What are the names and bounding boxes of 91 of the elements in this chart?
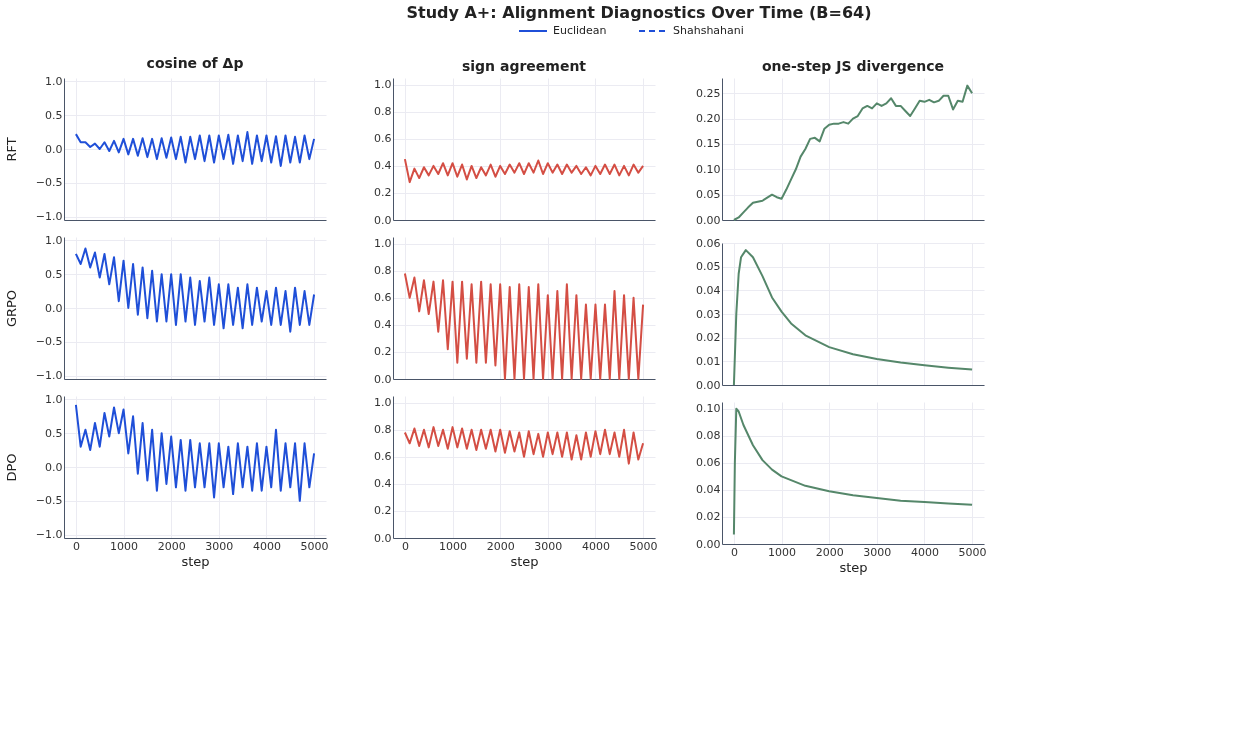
y-axis-title: DPO xyxy=(3,453,19,482)
x-tick-label: 4000 xyxy=(581,539,610,553)
x-tick-label: 4000 xyxy=(252,539,281,553)
x-tick-label: 0 xyxy=(730,545,738,559)
line-series xyxy=(74,403,316,502)
y-tick-label: −0.5 xyxy=(35,335,63,349)
line-series xyxy=(732,249,974,386)
y-tick-label: 0.5 xyxy=(45,108,63,122)
line-series xyxy=(74,131,316,167)
y-tick-label: 0.05 xyxy=(696,188,721,202)
x-tick-label: 2000 xyxy=(157,539,186,553)
y-tick-label: 0.20 xyxy=(696,112,721,126)
x-tick-label: 3000 xyxy=(205,539,234,553)
y-tick-label: 0.6 xyxy=(374,291,392,305)
y-tick-label: −1.0 xyxy=(35,210,63,224)
y-tick-label: −0.5 xyxy=(35,494,63,508)
y-tick-label: 0.02 xyxy=(696,331,721,345)
y-tick-label: −0.5 xyxy=(35,176,63,190)
x-axis-title: step xyxy=(181,553,210,569)
chart-title: cosine of Δp xyxy=(146,55,244,72)
x-axis-title: step xyxy=(510,553,539,569)
y-tick-label: 0.6 xyxy=(374,450,392,464)
y-tick-label: 0.00 xyxy=(696,213,721,227)
y-tick-label: 0.05 xyxy=(696,260,721,274)
y-tick-label: 0.06 xyxy=(696,456,721,470)
line-series xyxy=(732,84,974,221)
x-tick-label: 3000 xyxy=(863,545,892,559)
x-tick-label: 5000 xyxy=(958,545,987,559)
x-tick-label: 2000 xyxy=(486,539,515,553)
y-tick-label: 0.0 xyxy=(374,213,392,227)
x-tick-label: 4000 xyxy=(910,545,939,559)
chart-title: sign agreement xyxy=(461,58,587,74)
y-tick-label: 0.5 xyxy=(45,267,63,281)
y-tick-label: 0.00 xyxy=(696,537,721,551)
x-tick-label: 5000 xyxy=(300,539,329,553)
y-tick-label: 0.0 xyxy=(374,531,392,545)
x-tick-label: 1000 xyxy=(110,539,139,553)
y-tick-label: −1.0 xyxy=(35,528,63,542)
y-tick-label: 1.0 xyxy=(374,78,392,92)
legend-label: Euclidean xyxy=(553,24,607,37)
y-tick-label: 0.0 xyxy=(45,142,63,156)
y-tick-label: 1.0 xyxy=(45,74,63,88)
chart-title: one-step JS divergence xyxy=(761,58,945,74)
y-tick-label: 0.6 xyxy=(374,132,392,146)
y-tick-label: 0.15 xyxy=(696,137,721,151)
y-tick-label: 0.2 xyxy=(374,345,392,359)
x-tick-label: 0 xyxy=(401,539,409,553)
text: Study A+: Alignment Diagnostics Over Time (B=64) xyxy=(406,3,872,22)
y-tick-label: 0.03 xyxy=(696,307,721,321)
y-tick-label: 1.0 xyxy=(45,233,63,247)
y-tick-label: 0.04 xyxy=(696,283,721,297)
line-series xyxy=(403,158,645,184)
y-tick-label: 0.8 xyxy=(374,105,392,119)
y-tick-label: 0.06 xyxy=(696,236,721,250)
y-tick-label: 0.10 xyxy=(696,162,721,176)
y-tick-label: 0.8 xyxy=(374,264,392,278)
y-tick-label: 0.00 xyxy=(696,378,721,392)
y-tick-label: 0.04 xyxy=(696,483,721,497)
x-tick-label: 0 xyxy=(72,539,80,553)
y-tick-label: 1.0 xyxy=(45,392,63,406)
y-tick-label: 0.2 xyxy=(374,186,392,200)
y-tick-label: 0.4 xyxy=(374,159,392,173)
legend-label: Shahshahani xyxy=(673,24,744,37)
y-tick-label: 0.4 xyxy=(374,318,392,332)
y-tick-label: 0.0 xyxy=(45,301,63,315)
y-axis-title: GRPO xyxy=(3,289,19,328)
line-series xyxy=(74,247,316,333)
y-tick-label: 0.08 xyxy=(696,429,721,443)
y-tick-label: 0.01 xyxy=(696,354,721,368)
x-axis-title: step xyxy=(839,559,868,575)
y-tick-label: 0.8 xyxy=(374,423,392,437)
line-series xyxy=(403,426,645,465)
x-tick-label: 5000 xyxy=(629,539,658,553)
line-series xyxy=(403,272,645,380)
y-tick-label: 0.25 xyxy=(696,86,721,100)
y-tick-label: 0.5 xyxy=(45,426,63,440)
y-axis-title: RFT xyxy=(3,137,19,162)
line-series xyxy=(732,407,974,536)
y-tick-label: 0.4 xyxy=(374,477,392,491)
y-tick-label: 1.0 xyxy=(374,396,392,410)
y-tick-label: 0.0 xyxy=(374,372,392,386)
y-tick-label: 0.2 xyxy=(374,504,392,518)
x-tick-label: 1000 xyxy=(768,545,797,559)
y-tick-label: 0.0 xyxy=(45,460,63,474)
y-tick-label: 0.10 xyxy=(696,402,721,416)
x-tick-label: 3000 xyxy=(534,539,563,553)
x-tick-label: 2000 xyxy=(815,545,844,559)
y-tick-label: −1.0 xyxy=(35,369,63,383)
x-tick-label: 1000 xyxy=(439,539,468,553)
y-tick-label: 0.02 xyxy=(696,510,721,524)
y-tick-label: 1.0 xyxy=(374,237,392,251)
